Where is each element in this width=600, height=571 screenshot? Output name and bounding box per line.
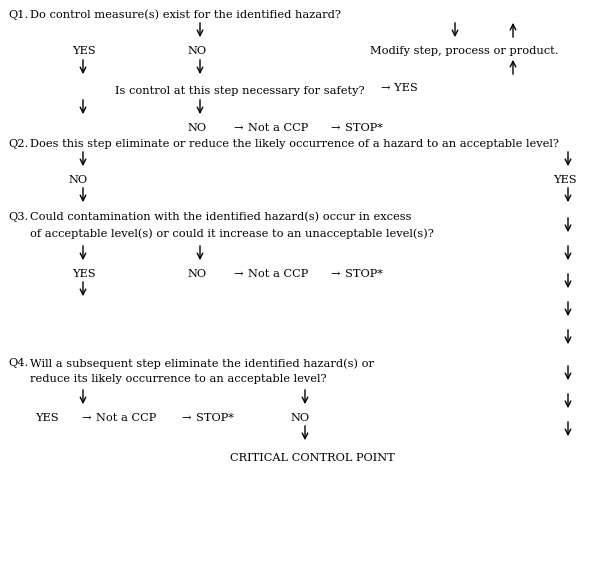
Text: CRITICAL CONTROL POINT: CRITICAL CONTROL POINT <box>230 453 395 463</box>
Text: Q4.: Q4. <box>8 358 28 368</box>
Text: NO: NO <box>290 413 309 423</box>
Text: Do control measure(s) exist for the identified hazard?: Do control measure(s) exist for the iden… <box>30 10 341 21</box>
Text: YES: YES <box>72 46 95 56</box>
Text: STOP*: STOP* <box>345 123 383 133</box>
Text: YES: YES <box>72 269 95 279</box>
Text: NO: NO <box>187 269 206 279</box>
Text: →: → <box>81 413 91 423</box>
Text: Not a CCP: Not a CCP <box>96 413 156 423</box>
Text: →: → <box>233 123 242 133</box>
Text: Q1.: Q1. <box>8 10 28 20</box>
Text: NO: NO <box>68 175 87 185</box>
Text: YES: YES <box>35 413 59 423</box>
Text: Not a CCP: Not a CCP <box>248 123 308 133</box>
Text: Is control at this step necessary for safety?: Is control at this step necessary for sa… <box>115 86 365 96</box>
Text: STOP*: STOP* <box>196 413 234 423</box>
Text: →: → <box>233 269 242 279</box>
Text: NO: NO <box>187 46 206 56</box>
Text: Q3.: Q3. <box>8 212 28 222</box>
Text: Could contamination with the identified hazard(s) occur in excess: Could contamination with the identified … <box>30 212 412 222</box>
Text: Q2.: Q2. <box>8 139 28 149</box>
Text: →: → <box>181 413 191 423</box>
Text: →: → <box>330 269 340 279</box>
Text: reduce its likely occurrence to an acceptable level?: reduce its likely occurrence to an accep… <box>30 374 326 384</box>
Text: Not a CCP: Not a CCP <box>248 269 308 279</box>
Text: → YES: → YES <box>381 83 418 93</box>
Text: Does this step eliminate or reduce the likely occurrence of a hazard to an accep: Does this step eliminate or reduce the l… <box>30 139 559 149</box>
Text: Modify step, process or product.: Modify step, process or product. <box>370 46 559 56</box>
Text: NO: NO <box>187 123 206 133</box>
Text: Will a subsequent step eliminate the identified hazard(s) or: Will a subsequent step eliminate the ide… <box>30 358 374 368</box>
Text: YES: YES <box>553 175 577 185</box>
Text: of acceptable level(s) or could it increase to an unacceptable level(s)?: of acceptable level(s) or could it incre… <box>30 228 434 239</box>
Text: →: → <box>330 123 340 133</box>
Text: STOP*: STOP* <box>345 269 383 279</box>
